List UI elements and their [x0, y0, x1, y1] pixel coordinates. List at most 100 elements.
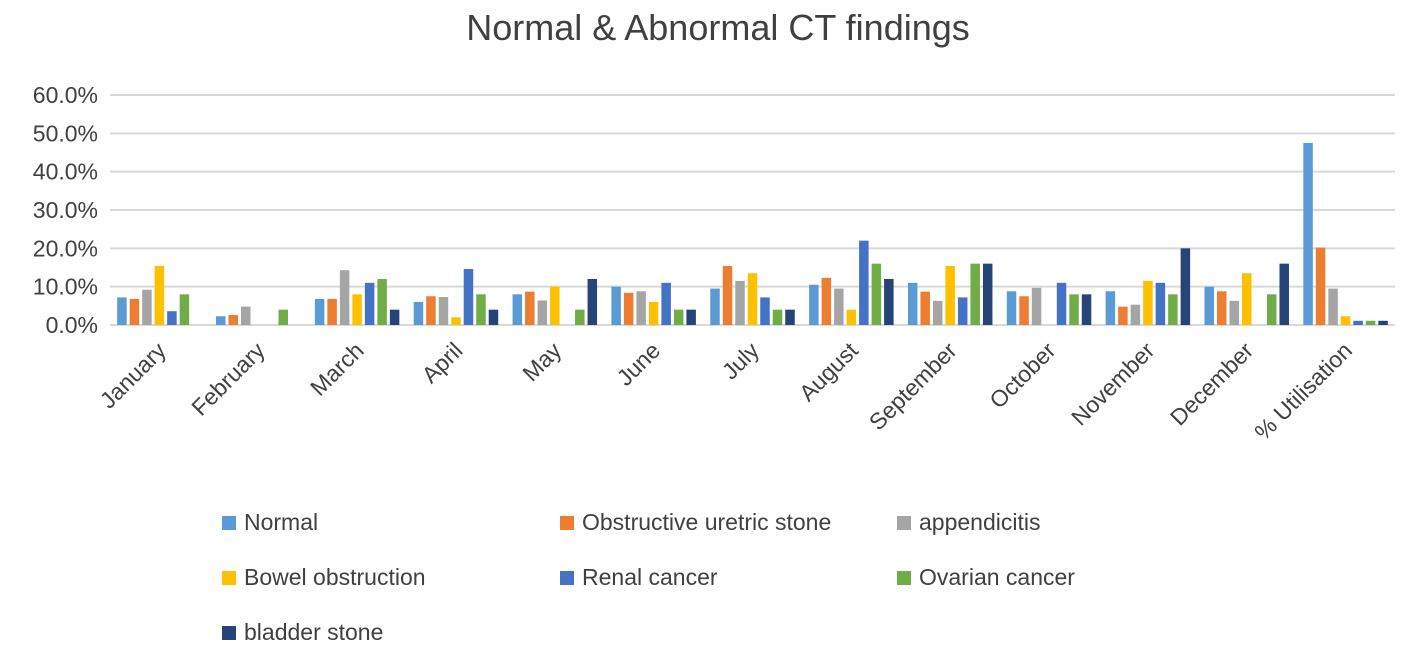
y-tick-label: 0.0%: [46, 312, 98, 338]
bar-renal-cancer--utilisation: [1353, 320, 1363, 325]
bar-ovarian-cancer-february: [278, 309, 289, 325]
legend-label: appendicitis: [919, 509, 1040, 535]
bar-ovarian-cancer-april: [476, 294, 486, 325]
legend-swatch: [222, 516, 236, 530]
bar-bowel-obstruction-november: [1143, 280, 1153, 325]
bar-ovarian-cancer-may: [575, 309, 585, 325]
bar-renal-cancer-september: [957, 297, 968, 325]
x-category-label: March: [305, 337, 369, 401]
bar-bladder-stone-august: [884, 279, 894, 325]
bar-ovarian-cancer-november: [1168, 294, 1178, 325]
bar-appendicitis-february: [241, 306, 251, 325]
y-axis-ticks: 0.0% 10.0% 20.0% 30.0% 40.0% 50.0% 60.0%: [33, 82, 98, 338]
bar-appendicitis-april: [438, 297, 449, 325]
legend-item: bladder stone: [222, 619, 383, 645]
bar-bowel-obstruction-december: [1241, 273, 1252, 325]
bar-bladder-stone-may: [587, 279, 598, 325]
bar-bowel-obstruction-july: [747, 273, 758, 325]
bar-renal-cancer-november: [1155, 282, 1166, 325]
x-axis-categories: January February March April May June July Augu…: [95, 337, 1357, 445]
bar-normal-april: [413, 302, 424, 325]
x-category-label: February: [186, 337, 270, 421]
bar-renal-cancer-january: [167, 311, 177, 325]
legend-label: bladder stone: [244, 619, 383, 645]
x-category-label: % Utilisation: [1249, 337, 1357, 445]
y-tick-label: 60.0%: [33, 82, 98, 108]
bar-appendicitis-september: [932, 300, 943, 325]
y-tick-label: 30.0%: [33, 197, 98, 223]
bar-renal-cancer-october: [1056, 282, 1067, 325]
bar-ovarian-cancer-december: [1266, 294, 1277, 325]
bar-obstructive-uretric-stone-may: [525, 291, 535, 325]
bar-obstructive-uretric-stone-october: [1019, 296, 1029, 325]
x-category-label: October: [984, 337, 1060, 413]
bar-bladder-stone-march: [389, 309, 400, 325]
bar-appendicitis-may: [537, 300, 548, 325]
bar-bowel-obstruction-january: [154, 265, 165, 325]
x-category-label: August: [794, 337, 863, 406]
bar-appendicitis-june: [636, 291, 646, 325]
x-category-label: July: [717, 337, 765, 385]
bar-renal-cancer-july: [760, 297, 770, 325]
bar-renal-cancer-august: [859, 240, 869, 325]
x-category-label: November: [1066, 337, 1160, 431]
legend-item: Renal cancer: [560, 564, 718, 590]
bar-appendicitis-january: [142, 289, 152, 325]
bar-obstructive-uretric-stone-december: [1216, 291, 1227, 325]
bar-renal-cancer-june: [661, 282, 671, 325]
legend-label: Bowel obstruction: [244, 564, 426, 590]
bar-obstructive-uretric-stone-november: [1118, 306, 1128, 325]
legend-swatch: [222, 626, 236, 640]
bar-appendicitis-november: [1130, 304, 1141, 325]
legend-item: appendicitis: [897, 509, 1040, 535]
bar-ovarian-cancer-august: [871, 263, 882, 325]
bar-obstructive-uretric-stone-august: [821, 277, 832, 325]
bar-normal-february: [216, 316, 226, 325]
bar-bowel-obstruction-september: [945, 265, 955, 325]
legend: Normal Obstructive uretric stone appendici…: [222, 509, 1075, 645]
bar-ovarian-cancer--utilisation: [1365, 320, 1376, 325]
bar-bowel-obstruction-april: [451, 317, 461, 325]
bar-appendicitis-october: [1031, 287, 1042, 325]
bar-obstructive-uretric-stone--utilisation: [1315, 247, 1326, 325]
x-category-label: May: [517, 337, 566, 386]
chart-title: Normal & Abnormal CT findings: [466, 7, 970, 48]
bar-appendicitis-march: [339, 270, 350, 325]
gridlines: [110, 94, 1395, 326]
bar-bladder-stone-december: [1279, 263, 1289, 325]
bar-bladder-stone--utilisation: [1378, 320, 1388, 325]
x-category-label: December: [1165, 337, 1259, 431]
bar-normal-january: [117, 297, 127, 325]
bar-bowel-obstruction-june: [648, 302, 659, 325]
bar-obstructive-uretric-stone-june: [623, 292, 634, 325]
bar-bowel-obstruction-march: [352, 294, 362, 325]
bar-ovarian-cancer-october: [1069, 294, 1079, 325]
bar-appendicitis-july: [735, 280, 745, 325]
bar-bowel-obstruction--utilisation: [1340, 316, 1351, 325]
legend-item: Bowel obstruction: [222, 564, 426, 590]
bar-normal-june: [611, 286, 621, 325]
bar-obstructive-uretric-stone-september: [920, 291, 930, 325]
x-category-label: January: [95, 337, 172, 414]
bar-bladder-stone-july: [785, 309, 795, 325]
bar-obstructive-uretric-stone-march: [327, 298, 337, 325]
bar-ovarian-cancer-september: [970, 263, 980, 325]
legend-item: Ovarian cancer: [897, 564, 1075, 590]
legend-swatch: [560, 516, 574, 530]
bar-normal-december: [1204, 286, 1214, 325]
bar-bladder-stone-april: [488, 309, 499, 325]
bar-normal-july: [710, 288, 720, 325]
x-category-label: June: [612, 337, 666, 391]
legend-swatch: [222, 571, 236, 585]
bar-bladder-stone-november: [1180, 248, 1191, 325]
bar-bladder-stone-june: [686, 309, 696, 325]
bar-normal-march: [314, 298, 325, 325]
x-category-label: September: [864, 337, 962, 435]
bar-ovarian-cancer-june: [673, 309, 684, 325]
bar-normal--utilisation: [1303, 142, 1313, 325]
x-category-label: April: [417, 337, 468, 388]
bars: [117, 142, 1388, 325]
bar-normal-may: [512, 294, 523, 325]
legend-swatch: [897, 571, 911, 585]
bar-bowel-obstruction-august: [846, 309, 857, 325]
